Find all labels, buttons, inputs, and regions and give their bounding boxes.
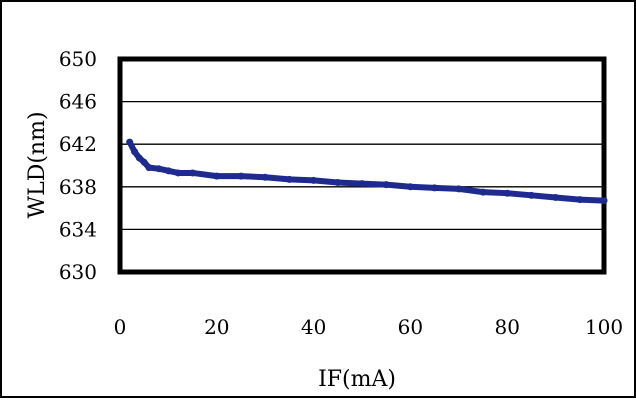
data-point	[164, 167, 172, 175]
y-tick-label: 642	[59, 132, 97, 156]
x-tick-label: 80	[494, 315, 519, 339]
data-point	[131, 148, 139, 156]
data-point	[600, 197, 608, 205]
data-point	[382, 181, 390, 189]
data-point	[310, 176, 318, 184]
y-tick-label: 650	[59, 47, 97, 71]
grid-lines	[120, 100, 604, 231]
x-tick-label: 20	[204, 315, 229, 339]
data-point	[140, 158, 148, 166]
data-point	[135, 154, 143, 162]
x-axis-title: IF(mA)	[318, 367, 396, 392]
y-tick-label: 646	[59, 90, 97, 114]
y-tick-label: 638	[59, 175, 97, 199]
data-point	[358, 180, 366, 188]
x-tick-label: 60	[398, 315, 423, 339]
data-point	[174, 169, 182, 177]
x-tick-labels: 0 20 40 60 80 100	[114, 315, 623, 339]
data-point	[576, 196, 584, 204]
data-point	[479, 188, 487, 196]
data-point	[189, 169, 197, 177]
y-axis-title: WLD(nm)	[25, 111, 50, 218]
data-point	[334, 179, 342, 187]
plot-area-border	[117, 56, 607, 275]
y-tick-label: 630	[59, 260, 97, 284]
data-point	[431, 184, 439, 192]
data-point	[285, 175, 293, 183]
x-tick-label: 40	[301, 315, 326, 339]
data-point	[237, 172, 245, 180]
data-point	[261, 173, 269, 181]
series-layer	[126, 138, 608, 205]
data-point	[126, 138, 134, 146]
x-tick-label: 100	[585, 315, 623, 339]
y-tick-labels: 630 634 638 642 646 650	[59, 47, 97, 284]
data-point	[527, 191, 535, 199]
data-point	[145, 164, 153, 172]
series-line	[126, 139, 607, 204]
x-tick-label: 0	[114, 315, 127, 339]
data-point	[406, 183, 414, 191]
data-point	[503, 189, 511, 197]
data-point	[213, 172, 221, 180]
y-tick-label: 634	[59, 217, 97, 241]
data-point	[552, 193, 560, 201]
data-point	[455, 185, 463, 193]
data-point	[155, 165, 163, 173]
